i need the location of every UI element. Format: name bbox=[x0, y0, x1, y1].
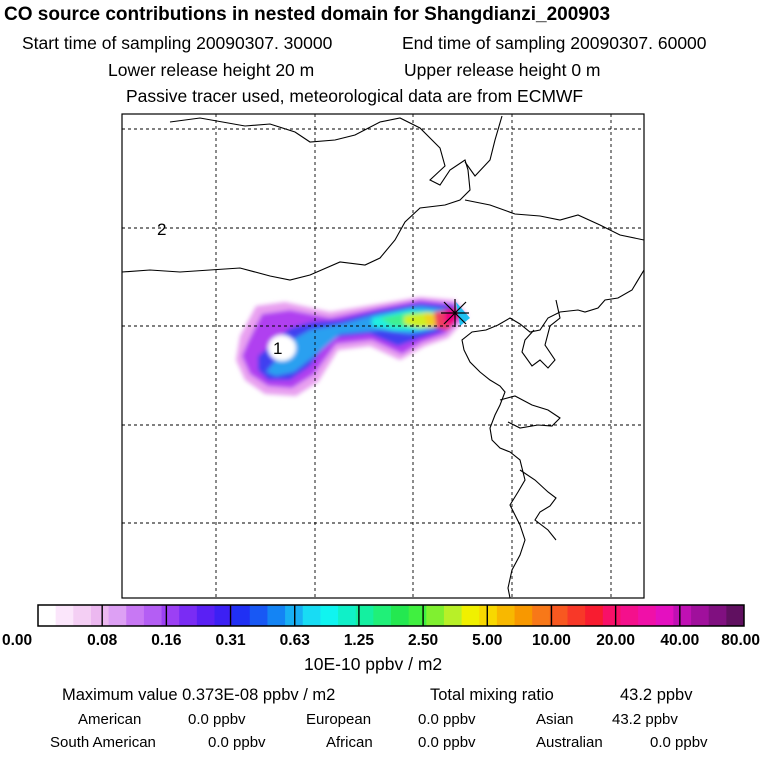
map-frame bbox=[121, 113, 645, 599]
colorbar-tick-label: 20.00 bbox=[596, 632, 635, 649]
colorbar-cell bbox=[143, 605, 163, 626]
colorbar-cell bbox=[214, 605, 233, 626]
region-african-name: African bbox=[326, 734, 373, 751]
graticule bbox=[122, 114, 644, 598]
coastlines bbox=[122, 115, 644, 598]
region-south-american-name: South American bbox=[50, 734, 156, 751]
lower-release-height-label: Lower release height 20 m bbox=[108, 60, 315, 80]
colorbar-cell bbox=[726, 605, 745, 626]
tracer-note: Passive tracer used, meteorological data… bbox=[126, 86, 584, 106]
colorbar-tick-label: 0.08 bbox=[87, 632, 118, 649]
plume-hole bbox=[268, 335, 296, 361]
colorbar-cell bbox=[638, 605, 657, 626]
colorbar-cell bbox=[90, 605, 110, 626]
colorbar-cell bbox=[708, 605, 727, 626]
colorbar-cell bbox=[585, 605, 604, 626]
colorbar-cell bbox=[514, 605, 533, 626]
colorbar-tick-label: 0.00 bbox=[2, 632, 32, 649]
total-mixing-ratio-value: 43.2 ppbv bbox=[620, 686, 693, 704]
colorbar-cell bbox=[249, 605, 268, 626]
map-content bbox=[122, 114, 644, 598]
colorbar-cell bbox=[179, 605, 198, 626]
colorbar-cell bbox=[443, 605, 463, 626]
colorbar-cells bbox=[38, 605, 745, 626]
colorbar-cell bbox=[161, 605, 180, 626]
end-time-label: End time of sampling 20090307. 60000 bbox=[402, 33, 707, 53]
colorbar-dividers bbox=[101, 605, 681, 626]
region-australian-value: 0.0 ppbv bbox=[650, 734, 708, 751]
colorbar-cell bbox=[267, 605, 286, 626]
region-european-name: European bbox=[306, 711, 372, 728]
region-european-value: 0.0 ppbv bbox=[418, 711, 476, 728]
colorbar-cell bbox=[55, 605, 74, 626]
colorbar-cell bbox=[567, 605, 586, 626]
colorbar-tick-label: 10.00 bbox=[532, 632, 571, 649]
colorbar-tick-label: 5.00 bbox=[472, 632, 502, 649]
colorbar-cell bbox=[620, 605, 639, 626]
colorbar-cell bbox=[408, 605, 427, 626]
coast-northeast bbox=[461, 269, 644, 598]
border-east-2 bbox=[464, 199, 644, 241]
region-american-value: 0.0 ppbv bbox=[188, 711, 246, 728]
colorbar-cell bbox=[655, 605, 674, 626]
grid-label-2: 2 bbox=[157, 220, 166, 239]
colorbar-cell bbox=[602, 605, 621, 626]
colorbar-cell bbox=[73, 605, 92, 626]
colorbar-tick-label: 0.31 bbox=[215, 632, 246, 649]
star-cross-icon bbox=[441, 299, 469, 327]
region-american-name: American bbox=[78, 711, 142, 728]
colorbar-cell bbox=[391, 605, 410, 626]
colorbar-tick-label: 0.63 bbox=[280, 632, 311, 649]
colorbar-cell bbox=[196, 605, 215, 626]
colorbar-tick-label: 40.00 bbox=[660, 632, 699, 649]
coast-south bbox=[519, 469, 557, 541]
coast-shandong bbox=[499, 395, 561, 429]
colorbar-cell bbox=[691, 605, 710, 626]
colorbar-tick-labels: 0.00 0.08 0.16 0.31 0.63 1.25 2.50 5.00 10.00 20.… bbox=[2, 632, 760, 649]
colorbar-tick-label: 0.16 bbox=[151, 632, 182, 649]
colorbar-cell bbox=[126, 605, 145, 626]
colorbar-cell bbox=[461, 605, 480, 626]
grid-label-1: 1 bbox=[273, 339, 282, 358]
colorbar-cell bbox=[302, 605, 321, 626]
colorbar-cell bbox=[426, 605, 445, 626]
concentration-plume bbox=[236, 297, 468, 396]
region-asian-value: 43.2 ppbv bbox=[612, 711, 678, 728]
colorbar-tick-label: 1.25 bbox=[344, 632, 375, 649]
colorbar-cell bbox=[549, 605, 568, 626]
colorbar-tick-label: 2.50 bbox=[408, 632, 438, 649]
colorbar-tick-label: 80.00 bbox=[721, 632, 760, 649]
region-south-american-value: 0.0 ppbv bbox=[208, 734, 266, 751]
colorbar-cell bbox=[355, 605, 374, 626]
colorbar-frame bbox=[37, 604, 745, 627]
colorbar-cell bbox=[373, 605, 392, 626]
colorbar-cell bbox=[232, 605, 251, 626]
colorbar-cell bbox=[496, 605, 516, 626]
colorbar-cell bbox=[108, 605, 127, 626]
coast-peninsula bbox=[521, 299, 561, 369]
colorbar-cell bbox=[532, 605, 551, 626]
colorbar-unit-label: 10E-10 ppbv / m2 bbox=[304, 654, 443, 674]
total-mixing-ratio-label: Total mixing ratio bbox=[430, 686, 554, 704]
upper-release-height-label: Upper release height 0 m bbox=[404, 60, 601, 80]
max-value-label: Maximum value 0.373E-08 ppbv / m2 bbox=[62, 686, 336, 704]
region-asian-name: Asian bbox=[536, 711, 574, 728]
colorbar-cell bbox=[673, 605, 692, 626]
colorbar-cell bbox=[338, 605, 357, 626]
region-african-value: 0.0 ppbv bbox=[418, 734, 476, 751]
region-australian-name: Australian bbox=[536, 734, 603, 751]
colorbar-cell bbox=[320, 605, 339, 626]
colorbar-cell bbox=[479, 605, 498, 626]
colorbar-cell bbox=[38, 605, 57, 626]
border-east bbox=[464, 115, 503, 177]
plot-title: CO source contributions in nested domain… bbox=[4, 4, 611, 25]
border-north bbox=[122, 117, 471, 281]
start-time-label: Start time of sampling 20090307. 30000 bbox=[22, 33, 333, 53]
